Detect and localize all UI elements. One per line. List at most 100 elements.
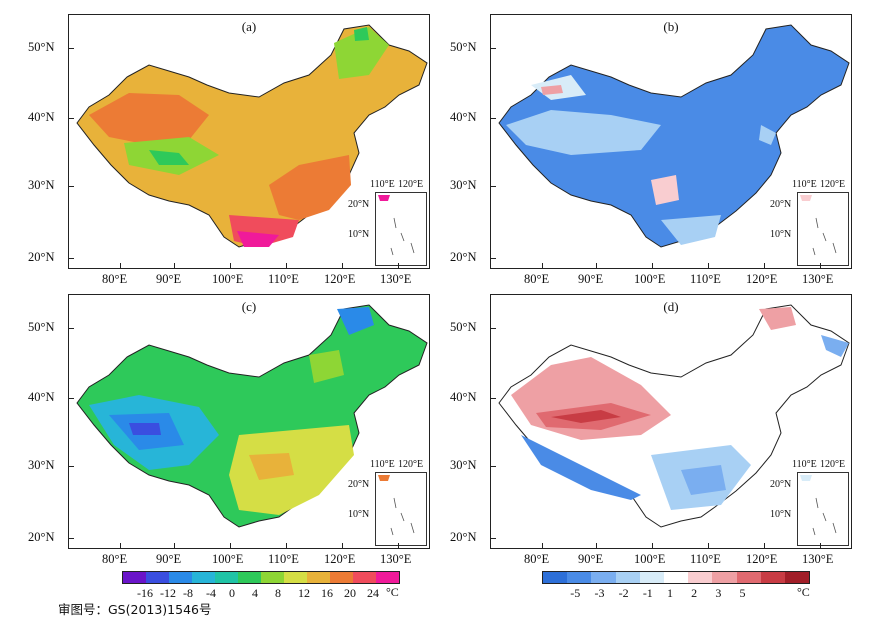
- lat-tick-label: 30°N: [450, 458, 477, 472]
- colorbar-label: 1: [667, 586, 673, 600]
- colorbar-segment: [238, 572, 261, 583]
- lat-tick-mark: [491, 48, 496, 49]
- lat-tick-label: 40°N: [450, 110, 477, 124]
- lon-tick-mark: [174, 543, 175, 548]
- lat-tick-mark: [69, 328, 74, 329]
- lon-tick-label: 110°E: [268, 272, 299, 286]
- colorbar-label: -1: [642, 586, 653, 600]
- panel-label-a: (a): [241, 19, 257, 34]
- lat-tick-label: 30°N: [450, 178, 477, 192]
- inset-lon-label: 120°E: [398, 459, 424, 470]
- lon-tick-label: 80°E: [524, 272, 550, 286]
- colorbar-label: -16: [137, 586, 153, 600]
- lat-tick-mark: [69, 538, 74, 539]
- lat-tick-label: 50°N: [28, 40, 55, 54]
- colorbar-segment: [192, 572, 215, 583]
- lon-tick-label: 80°E: [524, 552, 550, 566]
- china-map-b: [498, 24, 850, 248]
- south-china-sea-inset: 110°E 120°E 20°N 10°N: [348, 179, 427, 266]
- lon-tick-label: 90°E: [156, 272, 182, 286]
- south-china-sea-inset: 110°E 120°E 20°N 10°N: [770, 459, 849, 546]
- china-outline: [498, 24, 850, 248]
- lon-tick-label: 90°E: [578, 272, 604, 286]
- lon-tick-mark: [286, 543, 287, 548]
- lat-tick-mark: [69, 398, 74, 399]
- lat-tick-mark: [491, 118, 496, 119]
- colorbar-segment: [567, 572, 592, 583]
- lon-tick-mark: [398, 263, 399, 268]
- inset-lon-label: 110°E: [792, 459, 817, 470]
- lon-tick-mark: [120, 543, 121, 548]
- colorbar-segment: [284, 572, 307, 583]
- china-outline: [76, 24, 428, 248]
- colorbar-segment: [760, 572, 785, 583]
- inset-lat-label: 10°N: [348, 229, 370, 240]
- lon-tick-label: 80°E: [102, 272, 128, 286]
- lon-tick-label: 120°E: [324, 272, 356, 286]
- lat-tick-label: 50°N: [450, 40, 477, 54]
- inset-map: [800, 475, 837, 536]
- colorbar-label: 5: [739, 586, 746, 600]
- colorbar-label: -5: [570, 586, 581, 600]
- inset-lat-label: 20°N: [770, 479, 792, 490]
- lat-tick-label: 40°N: [28, 390, 55, 404]
- lat-tick-label: 20°N: [450, 250, 477, 264]
- colorbar-segment: [123, 572, 146, 583]
- lon-tick-mark: [286, 263, 287, 268]
- lon-tick-label: 130°E: [802, 272, 834, 286]
- inset-lon-label: 120°E: [398, 179, 424, 190]
- lat-tick-mark: [491, 328, 496, 329]
- colorbar-label: 8: [275, 586, 281, 600]
- lon-tick-mark: [764, 263, 765, 268]
- colorbar-segment: [784, 572, 810, 583]
- lon-tick-label: 80°E: [102, 552, 128, 566]
- inset-lon-label: 110°E: [370, 459, 395, 470]
- lon-tick-mark: [120, 263, 121, 268]
- map-panel-c: (c) 110°E 120°E 20°N 10°N: [68, 294, 430, 549]
- lon-tick-label: 110°E: [690, 272, 721, 286]
- inset-lon-label: 110°E: [792, 179, 817, 190]
- south-china-sea-inset: 110°E 120°E 20°N 10°N: [348, 459, 427, 546]
- colorbar-segment: [615, 572, 640, 583]
- lon-tick-label: 100°E: [212, 552, 244, 566]
- lon-tick-mark: [708, 543, 709, 548]
- panel-label-d: (d): [663, 299, 679, 314]
- lon-tick-mark: [652, 263, 653, 268]
- lat-tick-mark: [491, 466, 496, 467]
- inset-lat-label: 20°N: [348, 479, 370, 490]
- colorbar-label: 20: [344, 586, 356, 600]
- inset-lon-label: 110°E: [370, 179, 395, 190]
- china-map-a: [76, 24, 428, 248]
- lon-tick-label: 130°E: [380, 552, 412, 566]
- inset-map: [800, 195, 837, 256]
- lon-tick-label: 130°E: [802, 552, 834, 566]
- lon-tick-mark: [398, 543, 399, 548]
- lat-tick-label: 30°N: [28, 458, 55, 472]
- colorbar-label: 12: [298, 586, 310, 600]
- inset-lon-label: 120°E: [820, 179, 846, 190]
- map-panel-a: (a) 110°E 120°E 20°N 10°N: [68, 14, 430, 269]
- colorbar-segment: [712, 572, 737, 583]
- colorbar-right-unit: °C: [797, 585, 810, 599]
- colorbar-left: [122, 571, 400, 584]
- colorbar-label: -2: [618, 586, 629, 600]
- colorbar-segment: [215, 572, 238, 583]
- lat-tick-label: 20°N: [28, 530, 55, 544]
- inset-lat-label: 10°N: [348, 509, 370, 520]
- colorbar-segment: [639, 572, 664, 583]
- south-china-sea-inset: 110°E 120°E 20°N 10°N: [770, 179, 849, 266]
- lon-tick-label: 100°E: [634, 552, 666, 566]
- lat-tick-label: 20°N: [28, 250, 55, 264]
- colorbar-segment: [591, 572, 616, 583]
- colorbar-label: 16: [321, 586, 333, 600]
- lon-tick-label: 100°E: [634, 272, 666, 286]
- lon-tick-label: 90°E: [156, 552, 182, 566]
- colorbar-segment: [376, 572, 399, 583]
- map-approval-number: 审图号：GS(2013)1546号: [58, 602, 212, 617]
- colorbar-label: -3: [594, 586, 605, 600]
- colorbar-label: 3: [715, 586, 722, 600]
- lon-tick-label: 110°E: [268, 552, 299, 566]
- panel-label-c: (c): [241, 299, 257, 314]
- colorbar-left-unit: °C: [386, 585, 399, 599]
- lon-tick-mark: [596, 543, 597, 548]
